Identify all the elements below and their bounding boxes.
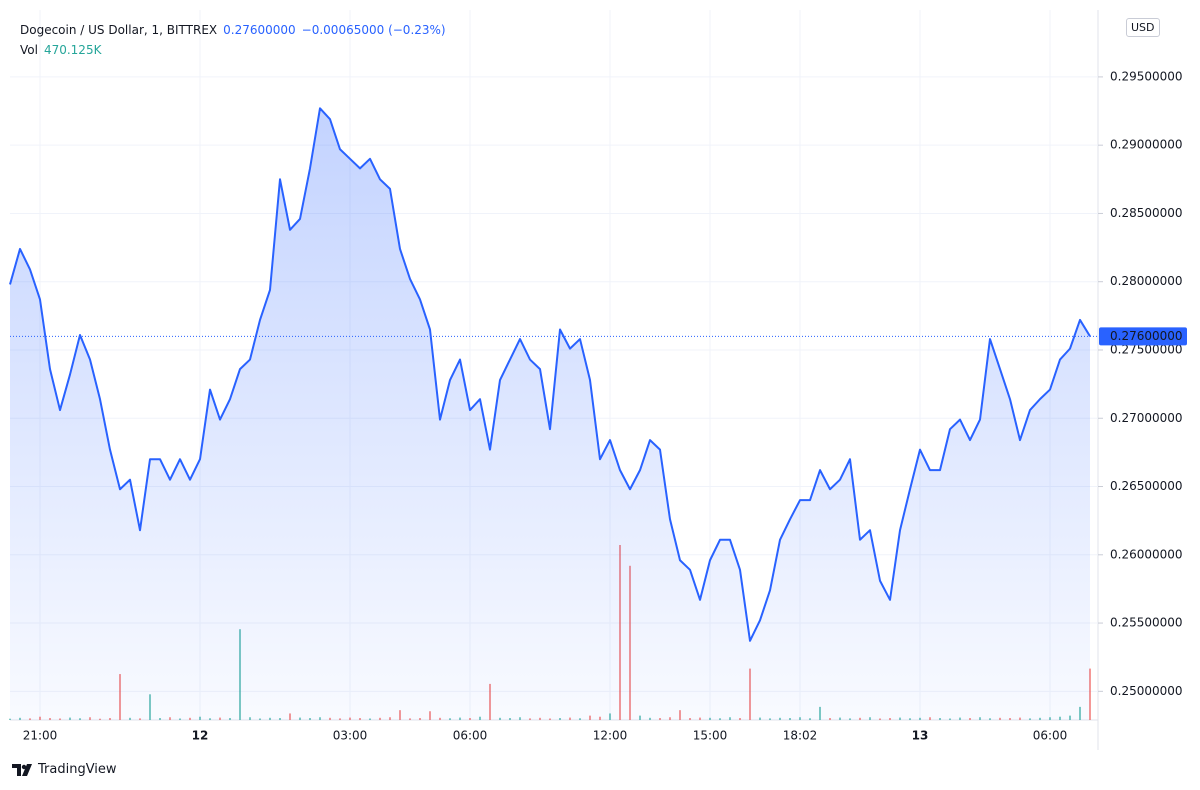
y-tick-label: 0.29000000: [1110, 138, 1183, 152]
y-tick-label: 0.25500000: [1110, 616, 1183, 630]
x-tick-label: 18:02: [783, 729, 818, 743]
vol-value: 470.125K: [43, 43, 102, 57]
y-tick-label: 0.26500000: [1110, 479, 1183, 493]
change: −0.00065000 (−0.23%): [301, 23, 446, 37]
x-tick-label: 13: [912, 729, 929, 743]
y-tick-label: 0.29500000: [1110, 69, 1183, 83]
y-tick-label: 0.27000000: [1110, 411, 1183, 425]
last-price: 0.27600000: [223, 23, 296, 37]
x-tick-label: 12: [192, 729, 209, 743]
x-tick-label: 12:00: [593, 729, 628, 743]
last-price-tag: [1099, 327, 1187, 346]
x-tick-label: 21:00: [23, 729, 58, 743]
y-tick-label: 0.27500000: [1110, 342, 1183, 356]
x-tick-label: 06:00: [453, 729, 488, 743]
x-tick-label: 03:00: [333, 729, 368, 743]
y-tick-label: 0.26000000: [1110, 547, 1183, 561]
y-tick-label: 0.28000000: [1110, 274, 1183, 288]
x-tick-label: 06:00: [1033, 729, 1068, 743]
x-tick-label: 15:00: [693, 729, 728, 743]
currency-button[interactable]: USD: [1126, 18, 1160, 37]
area-fill: [10, 108, 1090, 721]
brand-logo: [12, 763, 32, 776]
vol-label: Vol: [20, 43, 38, 57]
last-price-label: 0.27600000: [1110, 329, 1183, 343]
legend: Dogecoin / US Dollar, 1, BITTREX 0.276000…: [20, 20, 452, 60]
price-line: [9, 107, 1091, 642]
y-tick-label: 0.28500000: [1110, 206, 1183, 220]
symbol: Dogecoin / US Dollar, 1, BITTREX: [20, 23, 218, 37]
y-tick-label: 0.25000000: [1110, 684, 1183, 698]
brand: TradingView: [12, 762, 117, 777]
brand-name: TradingView: [38, 762, 117, 777]
